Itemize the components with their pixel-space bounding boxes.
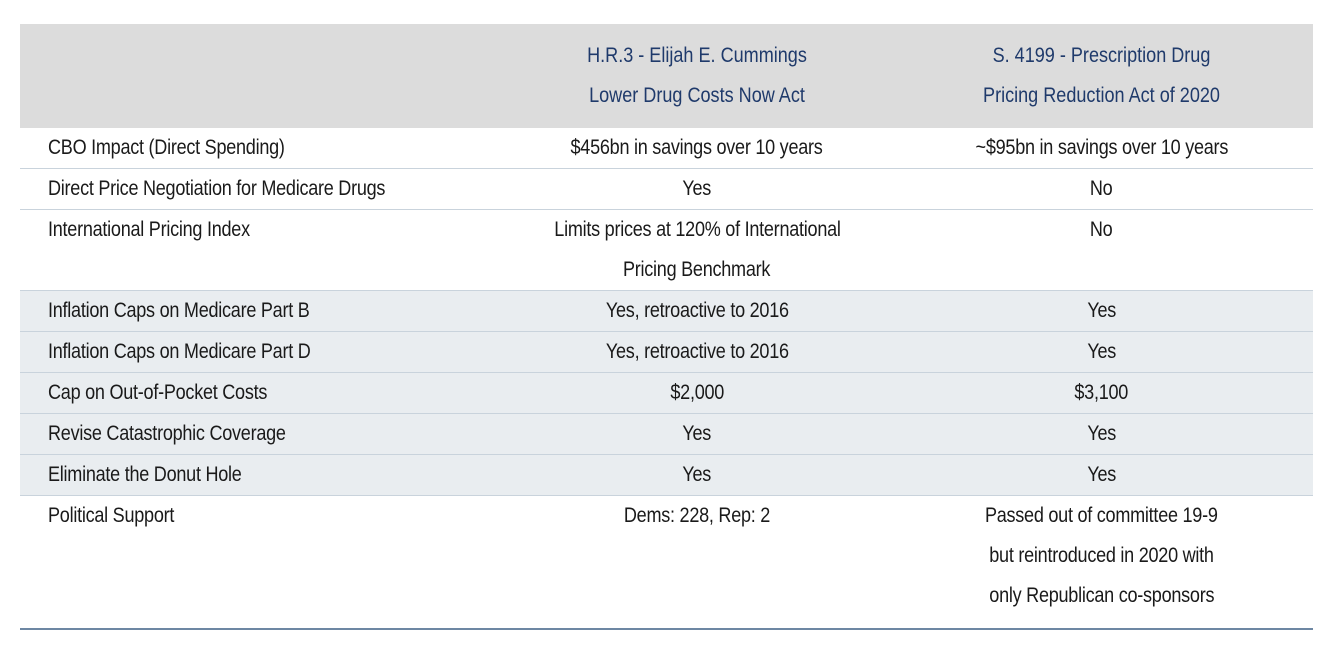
s4199-value: Yes [1087, 422, 1116, 445]
s4199-value: Passed out of committee 19-9 [985, 504, 1218, 527]
s4199-value-cell: Yes [890, 413, 1313, 455]
s4199-value: Yes [1087, 299, 1116, 322]
s4199-value-cell: Passed out of committee 19-9 but reintrod… [890, 496, 1313, 617]
hr3-value-cell: Yes [504, 168, 890, 210]
hr3-value-cell: Yes [504, 454, 890, 496]
header-s4199-line2: Pricing Reduction Act of 2020 [983, 84, 1220, 107]
hr3-value: Limits prices at 120% of International [553, 218, 841, 241]
table-row: Eliminate the Donut Hole Yes Yes [20, 454, 1313, 496]
hr3-value-cell: Yes, retroactive to 2016 [504, 290, 890, 332]
s4199-value: ~$95bn in savings over 10 years [975, 136, 1228, 159]
row-label-text: CBO Impact (Direct Spending) [48, 136, 285, 159]
hr3-value: $2,000 [670, 381, 724, 404]
table-body: CBO Impact (Direct Spending) $456bn in sa… [20, 128, 1313, 616]
s4199-value: $3,100 [1074, 381, 1129, 404]
table-row: Political Support Dems: 228, Rep: 2 Passed… [20, 496, 1313, 617]
header-s4199-line1: S. 4199 - Prescription Drug [992, 44, 1211, 67]
table-row: International Pricing Index Limits prices… [20, 209, 1313, 291]
comparison-table-container: H.R.3 - Elijah E. Cummings Lower Drug Co… [20, 24, 1313, 630]
hr3-value-cell: Yes, retroactive to 2016 [504, 331, 890, 373]
hr3-value: Yes, retroactive to 2016 [605, 299, 789, 322]
row-label-text: Inflation Caps on Medicare Part B [48, 299, 310, 322]
table-row: CBO Impact (Direct Spending) $456bn in sa… [20, 128, 1313, 169]
s4199-value-cell: $3,100 [890, 372, 1313, 414]
row-label-text: International Pricing Index [48, 218, 250, 241]
bottom-divider [20, 628, 1313, 630]
hr3-value: Pricing Benchmark [623, 258, 771, 281]
header-row: H.R.3 - Elijah E. Cummings Lower Drug Co… [20, 24, 1313, 128]
row-label: Eliminate the Donut Hole [20, 454, 504, 496]
table-row: Revise Catastrophic Coverage Yes Yes [20, 413, 1313, 455]
hr3-value-cell: Limits prices at 120% of International Pr… [504, 209, 890, 291]
row-label: CBO Impact (Direct Spending) [20, 128, 504, 169]
s4199-value: No [1090, 177, 1113, 200]
hr3-value: Yes [682, 463, 712, 486]
bill-comparison-table: H.R.3 - Elijah E. Cummings Lower Drug Co… [20, 24, 1313, 616]
header-s4199: S. 4199 - Prescription Drug Pricing Redu… [920, 24, 1284, 128]
s4199-value-cell: ~$95bn in savings over 10 years [890, 128, 1313, 169]
s4199-value-cell: Yes [890, 331, 1313, 373]
row-label-text: Direct Price Negotiation for Medicare Dr… [48, 177, 386, 200]
row-label-text: Cap on Out-of-Pocket Costs [48, 381, 268, 404]
s4199-value-cell: No [890, 209, 1313, 291]
table-header: H.R.3 - Elijah E. Cummings Lower Drug Co… [20, 24, 1313, 128]
hr3-value-cell: $456bn in savings over 10 years [504, 128, 890, 169]
hr3-value: $456bn in savings over 10 years [570, 136, 824, 159]
hr3-value: Yes [682, 177, 712, 200]
table-row: Direct Price Negotiation for Medicare Dr… [20, 168, 1313, 210]
table-row: Cap on Out-of-Pocket Costs $2,000 $3,100 [20, 372, 1313, 414]
hr3-value-cell: Dems: 228, Rep: 2 [504, 496, 890, 617]
header-hr3: H.R.3 - Elijah E. Cummings Lower Drug Co… [531, 24, 863, 128]
row-label-text: Revise Catastrophic Coverage [48, 422, 286, 445]
s4199-value-cell: No [890, 168, 1313, 210]
header-blank-cell [54, 24, 470, 128]
s4199-value: Yes [1087, 463, 1116, 486]
hr3-value-cell: $2,000 [504, 372, 890, 414]
header-hr3-line2: Lower Drug Costs Now Act [589, 84, 805, 107]
s4199-value-cell: Yes [890, 454, 1313, 496]
hr3-value-cell: Yes [504, 413, 890, 455]
row-label: Inflation Caps on Medicare Part B [20, 290, 504, 332]
row-label: Direct Price Negotiation for Medicare Dr… [20, 168, 504, 210]
hr3-value: Dems: 228, Rep: 2 [623, 504, 771, 527]
row-label: International Pricing Index [20, 209, 504, 291]
s4199-value-cell: Yes [890, 290, 1313, 332]
s4199-value: No [1090, 218, 1113, 241]
table-row: Inflation Caps on Medicare Part B Yes, re… [20, 290, 1313, 332]
s4199-value: only Republican co-sponsors [989, 584, 1214, 607]
row-label: Inflation Caps on Medicare Part D [20, 331, 504, 373]
row-label-text: Eliminate the Donut Hole [48, 463, 242, 486]
row-label: Revise Catastrophic Coverage [20, 413, 504, 455]
header-hr3-line1: H.R.3 - Elijah E. Cummings [587, 44, 807, 67]
hr3-value: Yes [682, 422, 712, 445]
hr3-value: Yes, retroactive to 2016 [605, 340, 789, 363]
s4199-value: Yes [1087, 340, 1116, 363]
row-label-text: Inflation Caps on Medicare Part D [48, 340, 311, 363]
table-row: Inflation Caps on Medicare Part D Yes, re… [20, 331, 1313, 373]
s4199-value: but reintroduced in 2020 with [989, 544, 1214, 567]
row-label: Political Support [20, 496, 504, 617]
row-label: Cap on Out-of-Pocket Costs [20, 372, 504, 414]
row-label-text: Political Support [48, 504, 175, 527]
